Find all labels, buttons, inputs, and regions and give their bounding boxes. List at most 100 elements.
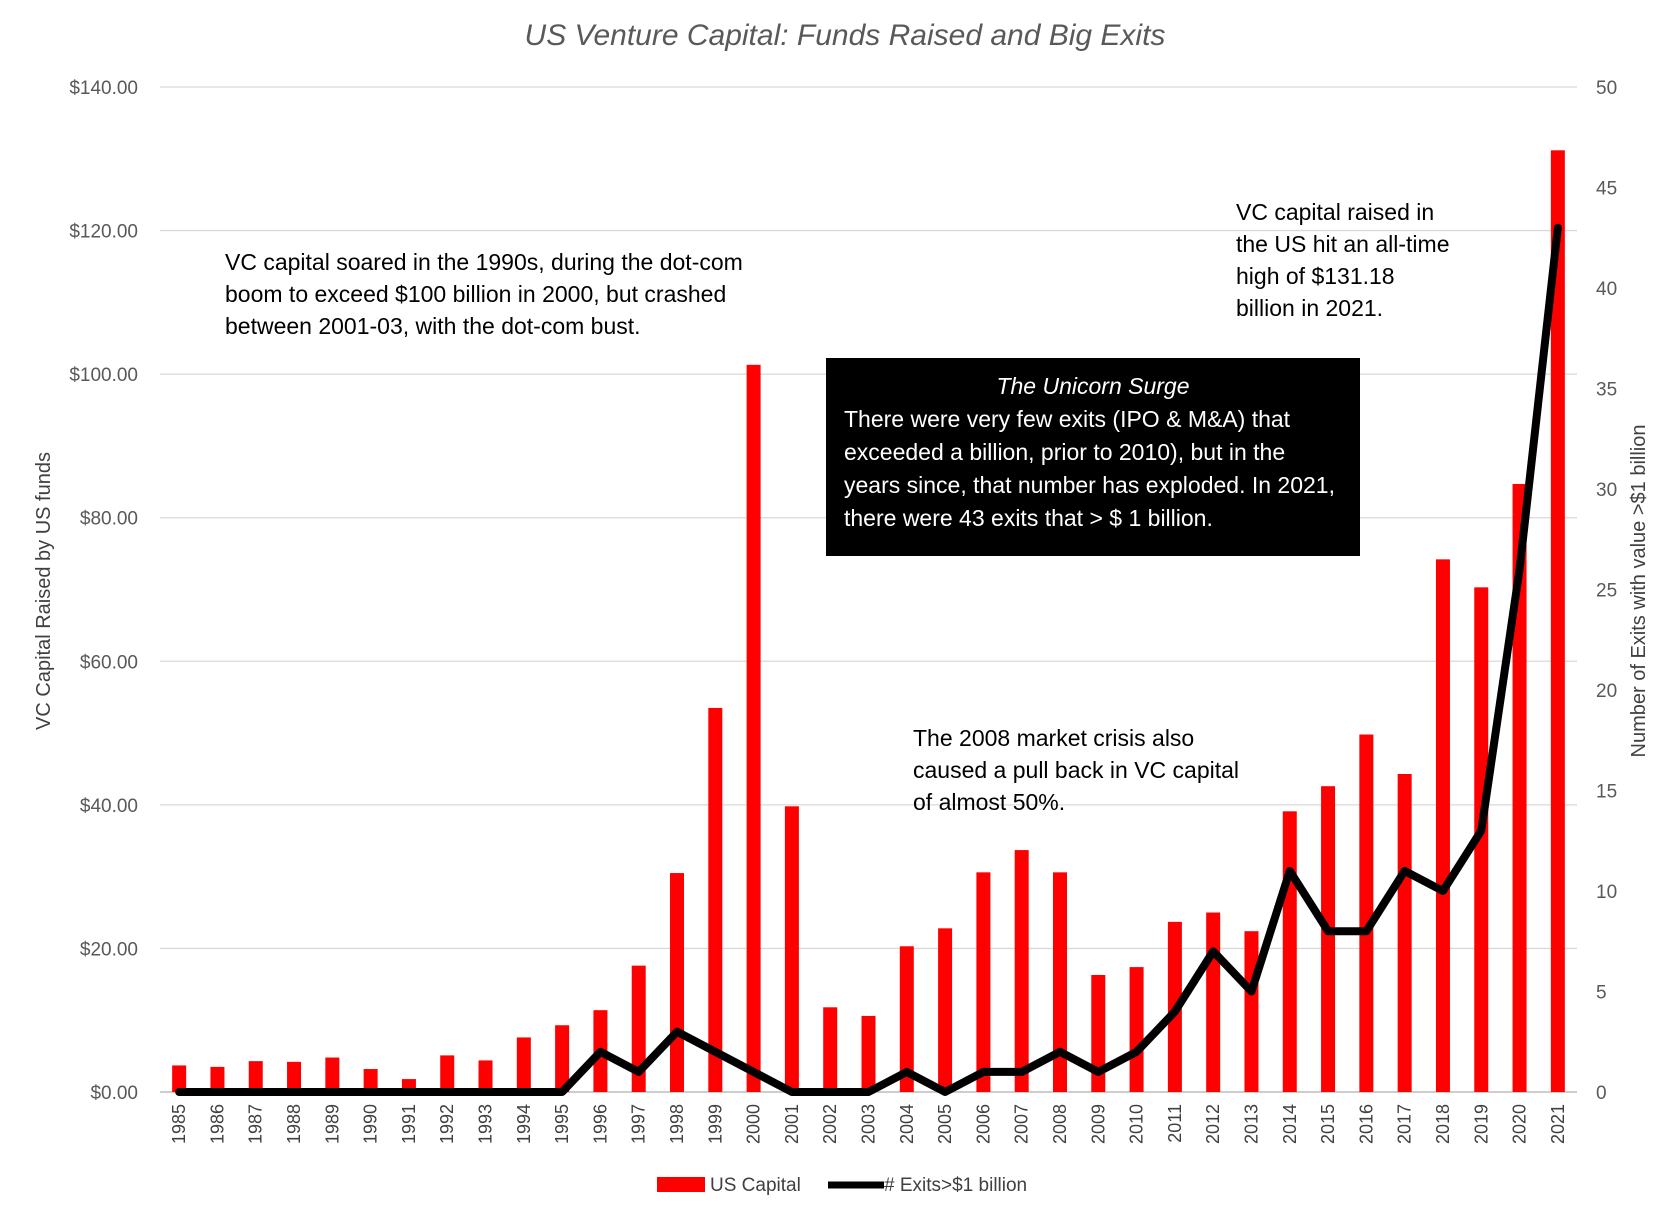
unicorn-body: There were very few exits (IPO & M&A) th… xyxy=(844,406,1335,531)
x-tick-label: 1999 xyxy=(705,1104,725,1144)
y-tick-label: $0.00 xyxy=(90,1083,138,1104)
y2-tick-label: 15 xyxy=(1596,782,1617,803)
y2-tick-label: 20 xyxy=(1596,681,1617,702)
x-tick-label: 2021 xyxy=(1548,1104,1568,1144)
x-tick-label: 1987 xyxy=(246,1104,266,1144)
x-tick-label: 2006 xyxy=(973,1104,993,1144)
bar-series xyxy=(172,150,1565,1093)
x-tick-label: 1988 xyxy=(284,1104,304,1144)
bar-2014 xyxy=(1282,811,1297,1092)
bar-1989 xyxy=(325,1057,340,1092)
bar-2002 xyxy=(823,1007,838,1092)
bar-2019 xyxy=(1474,587,1489,1092)
bar-2009 xyxy=(1091,974,1106,1092)
bar-1990 xyxy=(363,1069,378,1092)
x-tick-label: 1998 xyxy=(667,1104,687,1144)
x-tick-label: 2003 xyxy=(859,1104,879,1144)
x-tick-label: 2014 xyxy=(1280,1104,1300,1144)
x-tick-label: 2012 xyxy=(1203,1104,1223,1144)
y2-tick-label: 0 xyxy=(1596,1083,1607,1104)
line-series-layer xyxy=(175,223,1562,1096)
y2-tick-label: 30 xyxy=(1596,480,1617,501)
x-tick-label: 2007 xyxy=(1012,1104,1032,1144)
x-tick-label: 1997 xyxy=(629,1104,649,1144)
bar-1995 xyxy=(555,1025,570,1092)
x-tick-label: 1991 xyxy=(399,1104,419,1144)
y-tick-label: $60.00 xyxy=(80,652,138,673)
annotation-all-time-high: VC capital raised in the US hit an all-t… xyxy=(1236,199,1450,321)
bar-1998 xyxy=(670,873,685,1092)
bar-2021 xyxy=(1550,150,1565,1092)
x-tick-label: 2011 xyxy=(1165,1104,1185,1143)
x-tick-label: 1995 xyxy=(552,1104,572,1144)
y-tick-label: $80.00 xyxy=(80,509,138,530)
x-tick-label: 2019 xyxy=(1471,1104,1491,1144)
x-tick-label: 1996 xyxy=(590,1104,610,1144)
annotation-unicorn-surge: The Unicorn Surge There were very few ex… xyxy=(826,358,1360,556)
bar-2013 xyxy=(1244,931,1259,1092)
y2-tick-label: 10 xyxy=(1596,882,1617,903)
y2-tick-label: 45 xyxy=(1596,179,1617,200)
bar-2006 xyxy=(976,872,991,1092)
x-tick-label: 1985 xyxy=(169,1104,189,1144)
bar-2000 xyxy=(746,364,761,1093)
x-tick-label: 1989 xyxy=(322,1104,342,1144)
bar-2005 xyxy=(938,928,953,1092)
x-tick-label: 2004 xyxy=(897,1104,917,1144)
annotation-dotcom: VC capital soared in the 1990s, during t… xyxy=(225,249,743,339)
bar-2010 xyxy=(1129,967,1144,1092)
x-tick-label: 2017 xyxy=(1395,1104,1415,1144)
bar-2016 xyxy=(1359,734,1374,1092)
x-tick-label: 1986 xyxy=(207,1104,227,1144)
y2-tick-label: 40 xyxy=(1596,279,1617,300)
x-tick-label: 1993 xyxy=(476,1104,496,1144)
unicorn-heading: The Unicorn Surge xyxy=(996,373,1190,399)
y2-tick-label: 5 xyxy=(1596,983,1607,1004)
bar-2015 xyxy=(1321,786,1336,1092)
bar-1999 xyxy=(708,707,723,1092)
y2-axis-label: Number of Exits with value >$1 billion xyxy=(1628,425,1650,758)
x-tick-label: 2013 xyxy=(1241,1104,1261,1144)
bar-1993 xyxy=(478,1060,493,1092)
x-tick-label: 2008 xyxy=(1050,1104,1070,1144)
bar-1997 xyxy=(631,965,646,1092)
bar-2012 xyxy=(1206,912,1221,1092)
y-tick-label: $20.00 xyxy=(80,939,138,960)
y-axis-label: VC Capital Raised by US funds xyxy=(33,452,55,730)
bar-1987 xyxy=(248,1061,263,1092)
y-tick-label: $40.00 xyxy=(80,796,138,817)
y2-tick-label: 50 xyxy=(1596,78,1617,99)
bar-2007 xyxy=(1014,850,1029,1092)
chart-title: US Venture Capital: Funds Raised and Big… xyxy=(525,19,1166,52)
bar-2001 xyxy=(784,806,799,1092)
bar-2017 xyxy=(1397,773,1412,1092)
legend-label-line: # Exits>$1 billion xyxy=(884,1175,1027,1196)
y-axis-left: $0.00 $20.00 $40.00 $60.00 $80.00 $100.00 $120… xyxy=(69,78,138,1104)
x-axis: 1985 1986 1987 1988 1989 1990 1991 1992 1993 1994… xyxy=(169,1104,1568,1144)
bar-1992 xyxy=(440,1055,455,1092)
x-tick-label: 2016 xyxy=(1356,1104,1376,1144)
y-tick-label: $140.00 xyxy=(69,78,138,99)
x-tick-label: 1992 xyxy=(437,1104,457,1144)
bar-1994 xyxy=(516,1037,531,1092)
x-tick-label: 2010 xyxy=(1127,1104,1147,1144)
legend-label-bar: US Capital xyxy=(710,1175,801,1196)
bar-1985 xyxy=(172,1065,187,1092)
x-tick-label: 2002 xyxy=(820,1104,840,1144)
y-tick-label: $120.00 xyxy=(69,222,138,243)
x-tick-label: 2005 xyxy=(935,1104,955,1144)
x-tick-label: 2009 xyxy=(1088,1104,1108,1144)
annotation-2008-crisis: The 2008 market crisis also caused a pul… xyxy=(913,725,1240,815)
line-series-exits xyxy=(175,223,1562,1096)
x-tick-label: 2015 xyxy=(1318,1104,1338,1144)
x-tick-label: 2001 xyxy=(782,1104,802,1144)
legend-swatch-bar xyxy=(657,1177,705,1192)
y2-tick-label: 25 xyxy=(1596,581,1617,602)
bar-2004 xyxy=(899,946,914,1092)
bar-2008 xyxy=(1052,872,1067,1092)
x-tick-label: 1990 xyxy=(361,1104,381,1144)
x-tick-label: 2000 xyxy=(744,1104,764,1144)
x-tick-label: 1994 xyxy=(514,1104,534,1144)
bar-1986 xyxy=(210,1066,225,1092)
